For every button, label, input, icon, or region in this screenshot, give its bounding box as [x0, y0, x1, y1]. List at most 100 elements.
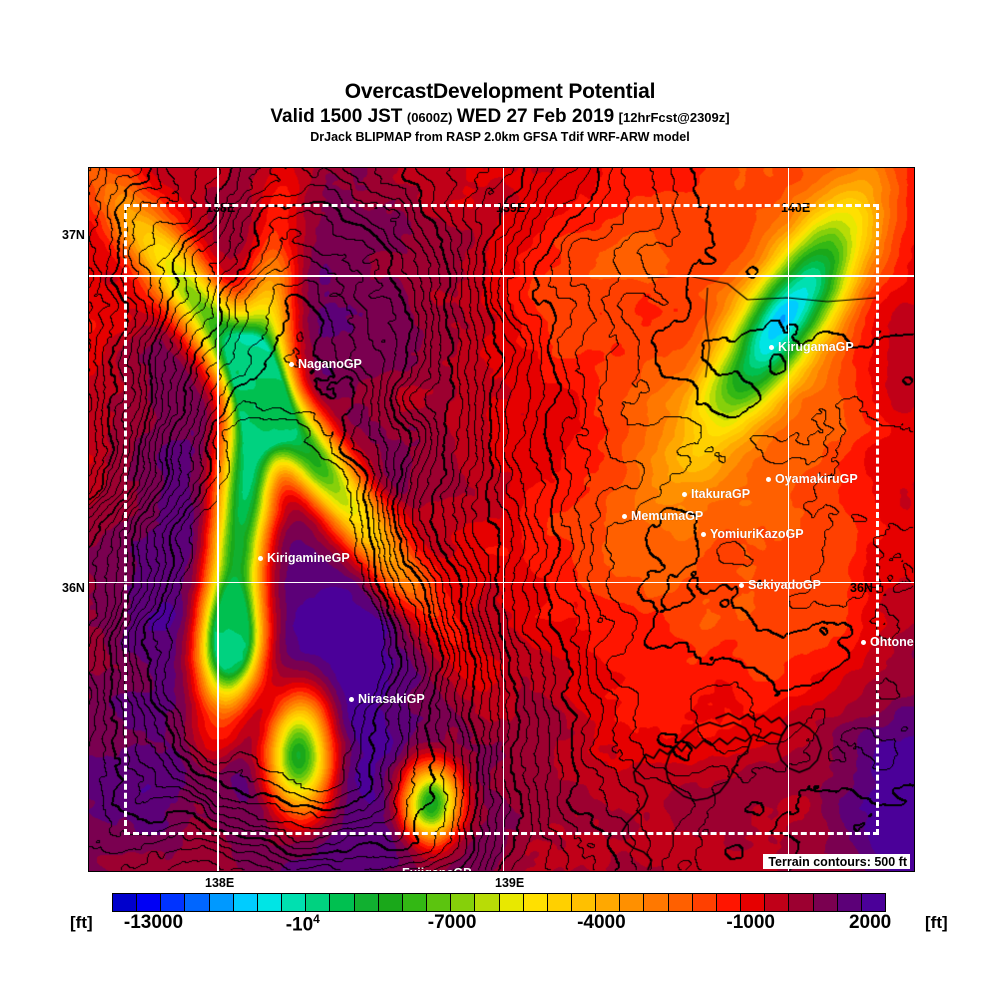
map-waypoint[interactable]: ItakuraGP	[682, 488, 750, 500]
colorbar-swatch	[257, 894, 283, 911]
title-block: OvercastDevelopment Potential Valid 1500…	[0, 80, 1000, 145]
colorbar-swatch	[451, 894, 476, 911]
map-waypoint[interactable]: NirasakiGP	[349, 693, 425, 705]
colorbar-swatch	[137, 894, 162, 911]
colorbar-swatch	[861, 894, 885, 911]
waypoint-label: ItakuraGP	[691, 487, 751, 501]
colorbar-tick-label: -7000	[427, 912, 477, 933]
waypoint-label: NaganoGP	[298, 357, 362, 371]
waypoint-marker-icon	[349, 696, 354, 702]
colorbar-tick-label: -4000	[577, 912, 626, 933]
colorbar-swatch	[716, 894, 742, 911]
colorbar-swatch	[547, 894, 572, 911]
colorbar-swatch	[523, 894, 548, 911]
valid-time-prefix: Valid 1500 JST	[270, 106, 403, 127]
forecast-tag: [12hrFcst@2309z]	[618, 110, 730, 125]
waypoint-label: NirasakiGP	[358, 692, 425, 706]
waypoint-marker-icon	[701, 531, 706, 537]
colorbar-swatch	[402, 894, 428, 911]
colorbar-tick-label: -1000	[726, 912, 776, 933]
colorbar-swatch	[330, 894, 355, 911]
colorbar-tick-label: -13000	[123, 912, 184, 933]
waypoint-marker-icon	[393, 870, 398, 871]
graticule-parallel	[89, 581, 914, 584]
map-waypoint[interactable]: OyamakiruGP	[766, 473, 858, 485]
graticule-meridian	[787, 168, 790, 871]
waypoint-label: Ohtone	[870, 635, 914, 649]
map-waypoint[interactable]: SekiyadoGP	[739, 579, 821, 591]
map-waypoint[interactable]: MemumaGP	[622, 510, 703, 522]
terrain-contour-note: Terrain contours: 500 ft	[763, 854, 910, 869]
colorbar-swatch	[644, 894, 669, 911]
valid-date: WED 27 Feb 2019	[456, 106, 615, 127]
colorbar-swatch	[668, 894, 693, 911]
map-raster	[89, 168, 914, 871]
valid-time-line: Valid 1500 JST (0600Z) WED 27 Feb 2019 […	[0, 106, 1000, 129]
waypoint-label: SekiyadoGP	[748, 578, 821, 592]
latitude-label: 37N	[62, 228, 85, 242]
colorbar[interactable]	[112, 893, 886, 912]
waypoint-marker-icon	[622, 513, 627, 519]
colorbar-swatch	[837, 894, 862, 911]
colorbar-swatch	[620, 894, 645, 911]
map-waypoint[interactable]: KirugamaGP	[769, 341, 854, 353]
map-waypoint[interactable]: YomiuriKazoGP	[701, 528, 804, 540]
waypoint-marker-icon	[739, 582, 744, 588]
colorbar-swatch	[789, 894, 814, 911]
colorbar-tick-label: 2000	[848, 912, 892, 933]
waypoint-marker-icon	[289, 361, 294, 367]
longitude-label: 140E	[781, 201, 811, 215]
colorbar-swatch	[427, 894, 452, 911]
bottom-longitude-labels: 138E 139E	[0, 876, 1000, 892]
graticule-meridian	[502, 168, 504, 871]
colorbar-swatch	[306, 894, 331, 911]
waypoint-label: MemumaGP	[631, 509, 704, 523]
waypoint-label: FujiganeGP	[402, 867, 471, 871]
model-description: DrJack BLIPMAP from RASP 2.0km GFSA Tdif…	[310, 130, 690, 144]
colorbar-swatch	[596, 894, 621, 911]
colorbar-swatch	[571, 894, 597, 911]
waypoint-label: KirugamaGP	[778, 340, 854, 354]
waypoint-marker-icon	[766, 476, 771, 482]
map-waypoint[interactable]: KirigamineGP	[258, 552, 350, 564]
forecast-map[interactable]: 138E 139E 140E NaganoGP KirigamineGP Nirasak…	[88, 167, 915, 872]
waypoint-label: KirigamineGP	[267, 551, 350, 565]
colorbar-swatch	[475, 894, 500, 911]
graticule-parallel	[89, 275, 914, 277]
colorbar-swatch	[741, 894, 766, 911]
colorbar-swatch	[282, 894, 307, 911]
colorbar-swatch	[185, 894, 210, 911]
longitude-label: 139E	[496, 201, 526, 215]
colorbar-unit-left: [ft]	[70, 913, 93, 932]
colorbar-swatch	[354, 894, 379, 911]
waypoint-marker-icon	[861, 639, 866, 645]
colorbar-unit-right: [ft]	[925, 913, 948, 932]
colorbar-swatch	[233, 894, 258, 911]
colorbar-swatch	[209, 894, 234, 911]
valid-time-utc: (0600Z)	[406, 110, 453, 125]
colorbar-swatch	[113, 894, 138, 911]
colorbar-region: [ft] [ft] -13000 -104 -7000 -4000 -1000 2000	[0, 893, 1000, 938]
waypoint-marker-icon	[682, 491, 687, 497]
latitude-label: 36N	[62, 581, 85, 595]
colorbar-swatch	[378, 894, 403, 911]
colorbar-swatch	[161, 894, 186, 911]
waypoint-marker-icon	[258, 555, 263, 561]
colorbar-swatch	[813, 894, 838, 911]
waypoint-label: YomiuriKazoGP	[710, 527, 804, 541]
longitude-label-bottom: 139E	[495, 876, 525, 890]
longitude-label-bottom: 138E	[205, 876, 235, 890]
map-waypoint[interactable]: Ohtone	[861, 636, 914, 648]
colorbar-swatch	[765, 894, 790, 911]
waypoint-label: OyamakiruGP	[775, 472, 858, 486]
map-waypoint[interactable]: FujiganeGP	[393, 867, 471, 871]
waypoint-marker-icon	[769, 344, 774, 350]
colorbar-swatch	[499, 894, 524, 911]
colorbar-tick-label: -104	[285, 912, 320, 936]
longitude-label: 138E	[206, 201, 236, 215]
page-title: OvercastDevelopment Potential	[344, 80, 656, 103]
map-waypoint[interactable]: NaganoGP	[289, 358, 362, 370]
graticule-meridian	[217, 168, 219, 871]
latitude-label: 36N	[850, 581, 873, 595]
colorbar-swatch	[692, 894, 717, 911]
